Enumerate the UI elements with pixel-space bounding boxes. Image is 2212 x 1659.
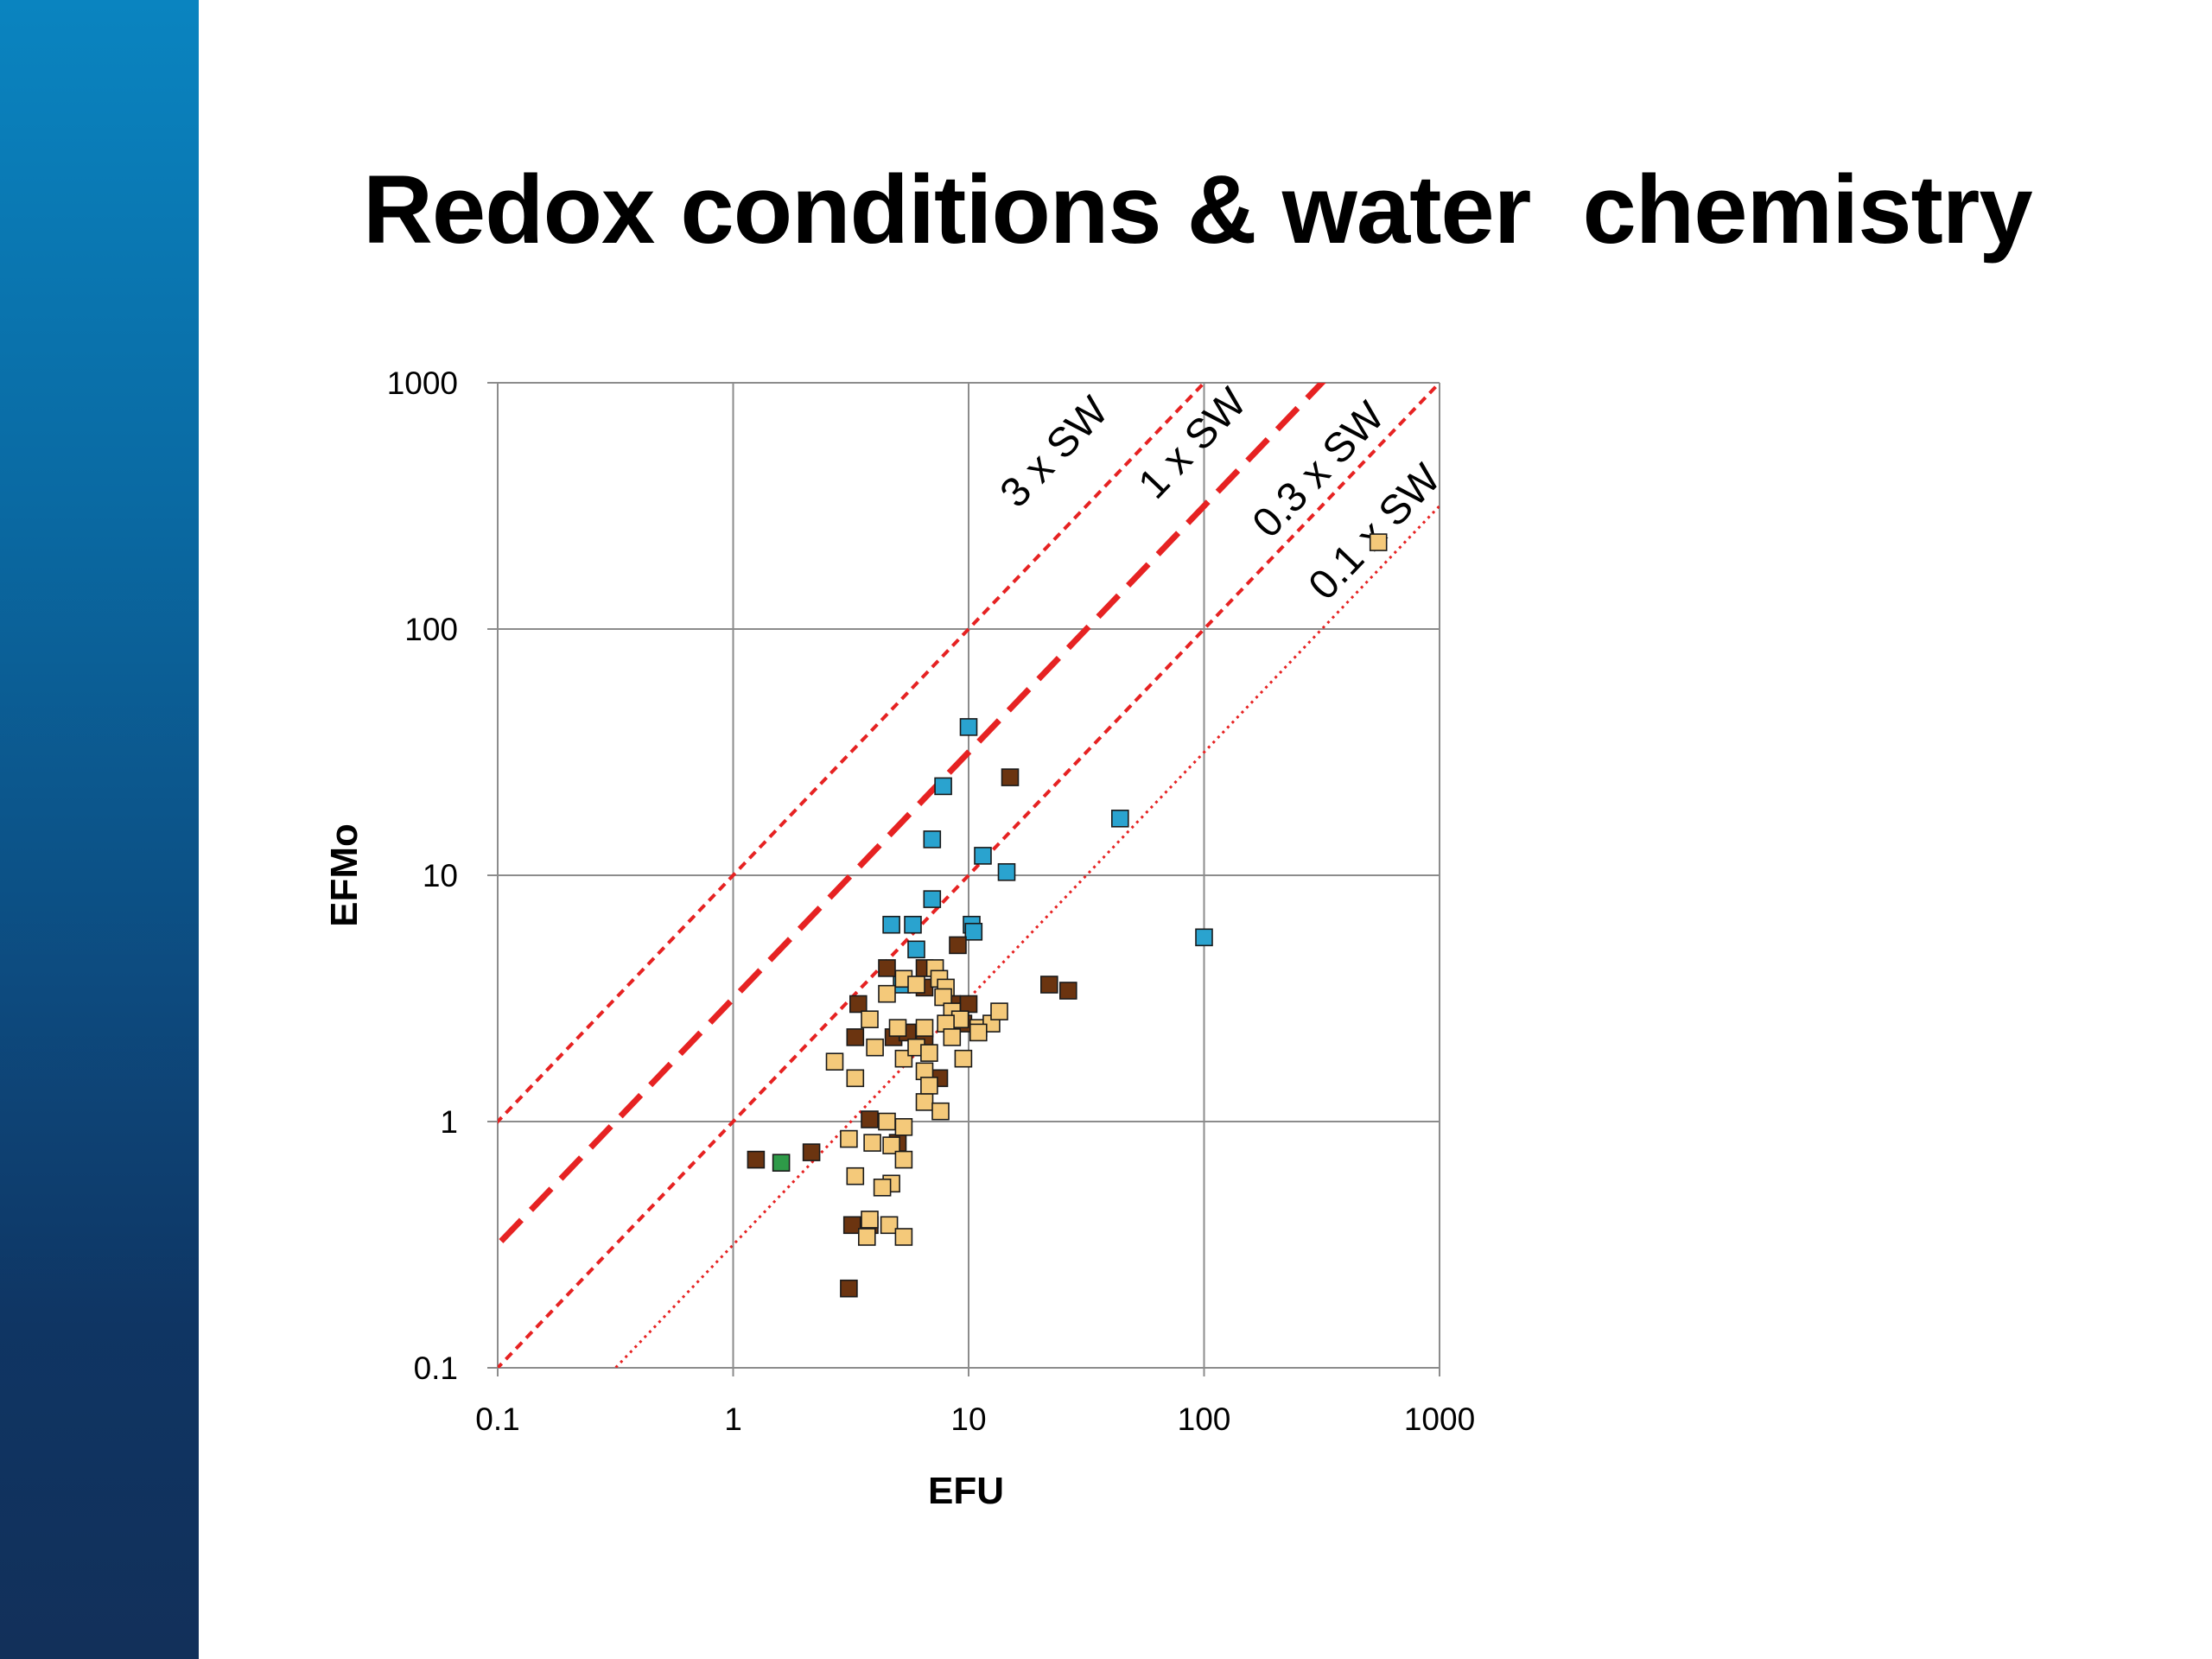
data-point bbox=[882, 1136, 900, 1154]
y-tick-label: 0.1 bbox=[414, 1351, 458, 1386]
data-point bbox=[915, 1019, 934, 1037]
data-point bbox=[846, 1028, 865, 1046]
x-axis-title: EFU bbox=[928, 1470, 1004, 1512]
data-point bbox=[920, 1077, 938, 1095]
slide-title: Redox conditions & water chemistry bbox=[363, 156, 2033, 264]
data-point bbox=[861, 1110, 879, 1128]
data-point bbox=[861, 1211, 879, 1229]
data-point bbox=[949, 936, 967, 955]
data-point bbox=[878, 984, 896, 1003]
y-tick-label: 10 bbox=[423, 858, 458, 893]
data-point bbox=[878, 959, 896, 977]
data-point bbox=[907, 940, 925, 959]
data-point bbox=[894, 1118, 913, 1136]
tick-labels: 0.1 1 10 100 1000 0.1 1 10 100 1000 bbox=[387, 365, 1475, 1437]
reference-lines bbox=[498, 383, 1440, 1368]
data-point bbox=[1369, 533, 1388, 551]
data-point bbox=[959, 995, 978, 1014]
data-point bbox=[849, 995, 868, 1014]
data-point bbox=[878, 1112, 896, 1131]
data-points bbox=[747, 533, 1388, 1298]
data-point bbox=[857, 1228, 876, 1246]
data-point bbox=[943, 1028, 962, 1046]
data-point bbox=[964, 923, 983, 941]
reference-line-1 bbox=[498, 383, 1326, 1249]
data-point bbox=[863, 1134, 881, 1152]
data-point bbox=[840, 1129, 858, 1148]
data-point bbox=[915, 1093, 934, 1111]
data-point bbox=[825, 1052, 844, 1071]
data-point bbox=[974, 847, 992, 865]
reference-line-0 bbox=[498, 383, 1207, 1124]
x-tick-label: 100 bbox=[1178, 1402, 1231, 1437]
data-point bbox=[846, 1166, 865, 1185]
reference-line-label: 1 x SW bbox=[1130, 379, 1256, 508]
x-tick-label: 0.1 bbox=[475, 1402, 519, 1437]
x-tick-label: 10 bbox=[950, 1402, 986, 1437]
data-point bbox=[1059, 982, 1077, 1000]
data-point bbox=[990, 1002, 1008, 1020]
data-point bbox=[866, 1038, 884, 1057]
x-tick-label: 1000 bbox=[1404, 1402, 1475, 1437]
data-point bbox=[894, 1150, 913, 1169]
data-point bbox=[894, 1228, 913, 1246]
data-point bbox=[923, 890, 942, 908]
y-tick-label: 1000 bbox=[387, 365, 458, 401]
data-point bbox=[920, 1044, 938, 1062]
data-point bbox=[954, 1049, 973, 1068]
reference-line-label: 3 x SW bbox=[992, 388, 1118, 517]
data-point bbox=[747, 1150, 766, 1169]
data-point bbox=[888, 1019, 907, 1037]
reference-line-labels: 3 x SW 1 x SW0.3 x SW0.1 x SW bbox=[992, 379, 1450, 609]
data-point bbox=[1040, 976, 1058, 994]
y-tick-label: 1 bbox=[440, 1104, 458, 1140]
data-point bbox=[931, 1102, 950, 1121]
data-point bbox=[840, 1279, 858, 1298]
x-tick-label: 1 bbox=[724, 1402, 742, 1437]
y-axis-title: EFMo bbox=[323, 823, 365, 927]
data-point bbox=[880, 1216, 899, 1235]
data-point bbox=[907, 976, 925, 994]
reference-line-2 bbox=[498, 383, 1440, 1368]
data-point bbox=[772, 1154, 791, 1172]
data-point bbox=[923, 830, 942, 849]
grid-lines bbox=[487, 382, 1440, 1376]
data-point bbox=[969, 1023, 988, 1042]
data-point bbox=[802, 1143, 821, 1161]
data-point bbox=[861, 1010, 879, 1028]
data-point bbox=[846, 1069, 865, 1088]
data-point bbox=[1111, 809, 1129, 828]
data-point bbox=[934, 777, 952, 796]
y-tick-label: 100 bbox=[404, 612, 458, 647]
data-point bbox=[842, 1216, 861, 1235]
data-point bbox=[1195, 928, 1213, 947]
data-point bbox=[904, 915, 922, 934]
data-point bbox=[882, 915, 900, 934]
data-point bbox=[997, 862, 1016, 881]
data-point bbox=[1001, 768, 1020, 786]
data-point bbox=[959, 718, 978, 736]
side-gradient-bar bbox=[0, 0, 199, 1659]
data-point bbox=[873, 1179, 892, 1197]
